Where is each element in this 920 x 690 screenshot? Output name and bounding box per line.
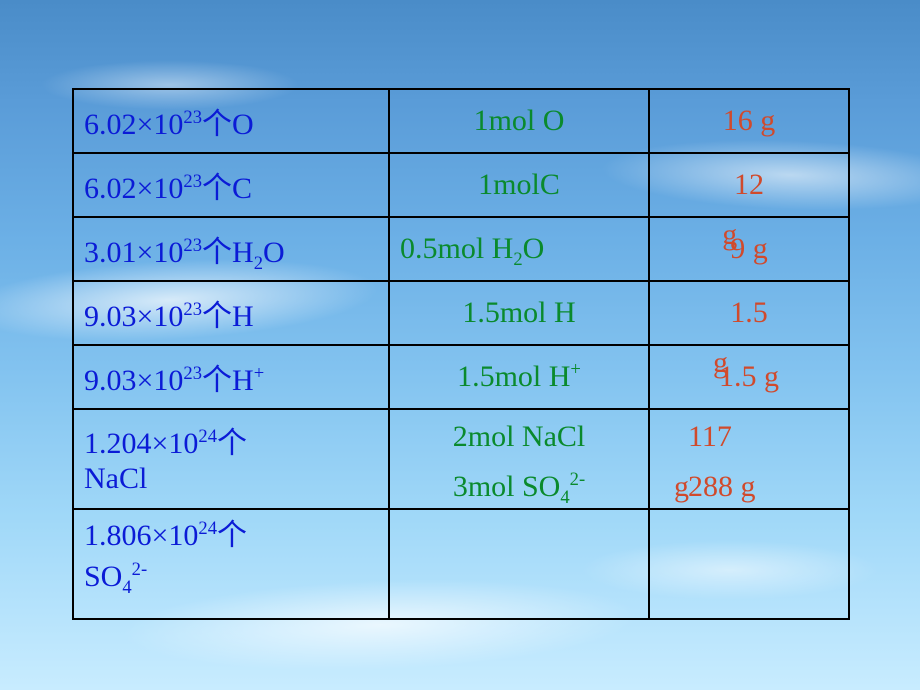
- mol-cell: 2mol NaCl 3mol SO42-: [389, 409, 649, 509]
- count-cell: 6.02×1023个O: [73, 89, 389, 153]
- mass-cell: 16 g: [649, 89, 849, 153]
- count-cell: 9.03×1023个H: [73, 281, 389, 345]
- count-cell: 6.02×1023个C: [73, 153, 389, 217]
- mol-cell: 1molC: [389, 153, 649, 217]
- count-cell: 3.01×1023个H2O: [73, 217, 389, 281]
- mass-cell: 117 g 288 g: [649, 409, 849, 509]
- chemistry-mole-table: 6.02×1023个O 1mol O 16 g 6.02×1023个C 1mol…: [72, 88, 848, 620]
- table-row: 3.01×1023个H2O 0.5mol H2O g 9 g: [73, 217, 849, 281]
- table-row: 6.02×1023个C 1molC 12: [73, 153, 849, 217]
- count-cell: 1.806×1024个 SO42-: [73, 509, 389, 619]
- mol-cell: 1.5mol H: [389, 281, 649, 345]
- mass-cell: 12: [649, 153, 849, 217]
- mol-cell: 1mol O: [389, 89, 649, 153]
- table-row: 1.806×1024个 SO42-: [73, 509, 849, 619]
- table-row: 9.03×1023个H 1.5mol H 1.5: [73, 281, 849, 345]
- mol-cell: [389, 509, 649, 619]
- count-cell: 9.03×1023个H+: [73, 345, 389, 409]
- table-row: 6.02×1023个O 1mol O 16 g: [73, 89, 849, 153]
- table-row: 1.204×1024个 NaCl 2mol NaCl 3mol SO42- 11…: [73, 409, 849, 509]
- mol-cell: 1.5mol H+: [389, 345, 649, 409]
- data-table: 6.02×1023个O 1mol O 16 g 6.02×1023个C 1mol…: [72, 88, 850, 620]
- mass-cell: [649, 509, 849, 619]
- table-row: 9.03×1023个H+ 1.5mol H+ g 1.5 g: [73, 345, 849, 409]
- count-cell: 1.204×1024个 NaCl: [73, 409, 389, 509]
- mass-cell: g 1.5 g: [649, 345, 849, 409]
- mass-cell: 1.5: [649, 281, 849, 345]
- mass-cell: g 9 g: [649, 217, 849, 281]
- mol-cell: 0.5mol H2O: [389, 217, 649, 281]
